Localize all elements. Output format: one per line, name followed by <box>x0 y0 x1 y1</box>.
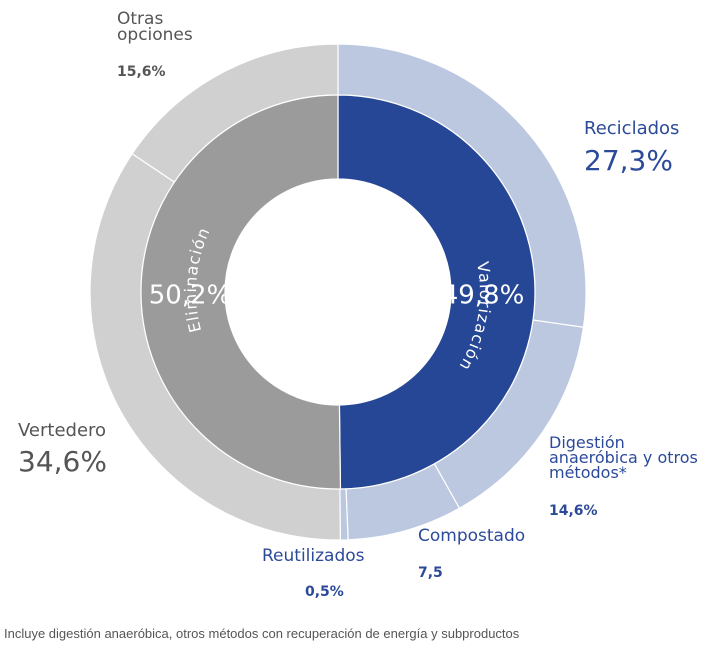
inner-value-label: 50,2% <box>149 281 232 311</box>
outer-name: Reciclados <box>584 118 680 139</box>
outer-name: Reutilizados <box>262 546 365 566</box>
outer-slice <box>339 488 349 541</box>
outer-value-label: 7,5 <box>418 565 443 581</box>
outer-name: Digestión anaeróbica y otros métodos* <box>549 433 698 483</box>
outer-name: Compostado <box>418 526 526 546</box>
inner-slice <box>337 94 536 490</box>
outer-value-label: 27,3% <box>584 144 673 177</box>
outer-name: Vertedero <box>18 420 107 441</box>
outer-value-label: 34,6% <box>18 445 107 478</box>
footnote: Incluye digestión anaeróbica, otros méto… <box>4 626 520 641</box>
outer-name: Otras opciones <box>117 9 193 46</box>
inner-value-label: 49,8% <box>442 281 525 311</box>
outer-value-label: 15,6% <box>117 64 166 80</box>
inner-slice <box>140 94 342 490</box>
outer-value-label: 0,5% <box>305 584 344 600</box>
outer-value-label: 14,6% <box>549 503 598 519</box>
